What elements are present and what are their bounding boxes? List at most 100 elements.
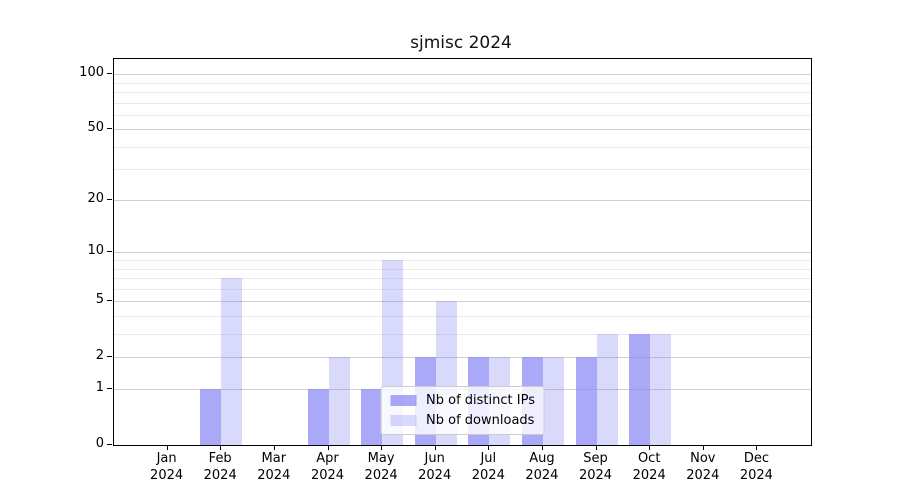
x-tick-month: Jul [480, 451, 497, 466]
y-tick-mark [107, 355, 112, 357]
x-tick-label: May 2024 [341, 450, 421, 484]
x-tick-month: Mar [261, 451, 287, 466]
x-tick-month: Aug [529, 451, 555, 466]
y-tick-label: 0 [95, 436, 104, 451]
major-gridline [114, 356, 811, 358]
minor-gridline [114, 82, 811, 84]
minor-gridline [114, 333, 811, 335]
chart-title: sjmisc 2024 [410, 33, 512, 53]
y-tick-label: 100 [79, 65, 104, 81]
x-tick-year: 2024 [310, 468, 345, 483]
y-tick-mark [107, 388, 112, 390]
x-tick-label: Mar 2024 [234, 450, 314, 484]
y-tick-mark [107, 73, 112, 75]
x-tick-year: 2024 [418, 468, 452, 483]
y-tick-mark [107, 128, 112, 130]
minor-gridline [114, 102, 811, 104]
minor-gridline [114, 146, 811, 148]
x-tick-month: Jun [424, 451, 445, 466]
x-tick-mark [434, 445, 436, 450]
bar-distinct-ips [575, 356, 597, 445]
minor-gridline [114, 315, 811, 317]
y-tick-mark [107, 199, 112, 201]
x-tick-year: 2024 [578, 468, 613, 483]
major-gridline [114, 301, 811, 302]
x-tick-mark [488, 445, 490, 450]
x-tick-mark [327, 445, 329, 450]
minor-gridline [114, 114, 811, 116]
legend-swatch-downloads [390, 415, 417, 426]
bar-distinct-ips [361, 389, 383, 445]
legend-label-distinct-ips: Nb of distinct IPs [426, 393, 535, 408]
y-tick-label: 5 [95, 292, 104, 307]
x-tick-label: Jan 2024 [127, 450, 207, 484]
minor-gridline [114, 277, 811, 279]
x-tick-year: 2024 [364, 468, 398, 483]
x-tick-mark [166, 445, 168, 450]
x-tick-month: Feb [208, 451, 232, 466]
x-tick-label: Nov 2024 [663, 450, 743, 484]
x-tick-label: Sep 2024 [556, 450, 636, 484]
minor-gridline [114, 260, 811, 261]
x-tick-year: 2024 [257, 468, 291, 483]
x-tick-mark [541, 445, 543, 450]
x-tick-year: 2024 [150, 468, 184, 483]
x-tick-mark [649, 445, 651, 450]
bar-distinct-ips [307, 389, 329, 445]
plot-area: Nb of distinct IPs Nb of downloads [113, 58, 812, 446]
minor-gridline [114, 288, 811, 290]
x-tick-label: Feb 2024 [180, 450, 260, 484]
y-tick-label: 50 [87, 120, 104, 136]
x-tick-month: Nov [690, 451, 716, 466]
legend-item-distinct-ips: Nb of distinct IPs [390, 393, 535, 408]
x-tick-month: Oct [637, 451, 661, 466]
x-tick-label: Jun 2024 [395, 450, 475, 484]
minor-gridline [114, 268, 811, 270]
x-tick-label: Dec 2024 [716, 450, 796, 484]
y-tick-mark [107, 444, 112, 445]
x-tick-mark [595, 445, 597, 450]
major-gridline [114, 129, 811, 131]
bar-downloads [596, 333, 618, 445]
x-tick-month: Dec [743, 451, 769, 466]
x-tick-year: 2024 [739, 468, 773, 483]
x-tick-year: 2024 [632, 468, 666, 483]
x-tick-mark [273, 445, 275, 450]
x-tick-month: Jan [156, 451, 177, 466]
x-tick-label: Aug 2024 [502, 450, 582, 484]
legend-swatch-distinct-ips [390, 395, 417, 406]
bar-distinct-ips [200, 389, 222, 445]
bar-downloads [542, 356, 564, 445]
x-tick-mark [381, 445, 383, 450]
minor-gridline [114, 91, 811, 93]
bar-downloads [328, 356, 350, 445]
major-gridline [114, 252, 811, 254]
minor-gridline [114, 169, 811, 171]
legend-item-downloads: Nb of downloads [390, 413, 535, 428]
x-tick-mark [702, 445, 704, 450]
y-tick-mark [107, 251, 112, 253]
x-tick-month: Apr [316, 451, 339, 466]
x-tick-month: May [367, 451, 395, 466]
x-tick-mark [756, 445, 758, 450]
x-tick-year: 2024 [203, 468, 237, 483]
x-tick-year: 2024 [686, 468, 720, 483]
x-tick-mark [220, 445, 222, 450]
y-tick-label: 20 [87, 191, 104, 207]
bar-distinct-ips [629, 333, 651, 445]
major-gridline [114, 200, 811, 202]
legend-label-downloads: Nb of downloads [426, 413, 535, 428]
x-tick-label: Apr 2024 [288, 450, 368, 484]
y-tick-label: 10 [87, 243, 104, 259]
major-gridline [114, 74, 811, 76]
y-tick-label: 1 [95, 380, 104, 396]
x-tick-label: Jul 2024 [448, 450, 528, 484]
x-tick-month: Sep [583, 451, 608, 466]
bar-downloads [650, 333, 672, 445]
y-tick-label: 2 [95, 347, 104, 363]
legend: Nb of distinct IPs Nb of downloads [380, 386, 545, 435]
y-tick-mark [107, 300, 112, 301]
x-tick-label: Oct 2024 [609, 450, 689, 484]
x-tick-year: 2024 [525, 468, 559, 483]
x-tick-year: 2024 [471, 468, 505, 483]
